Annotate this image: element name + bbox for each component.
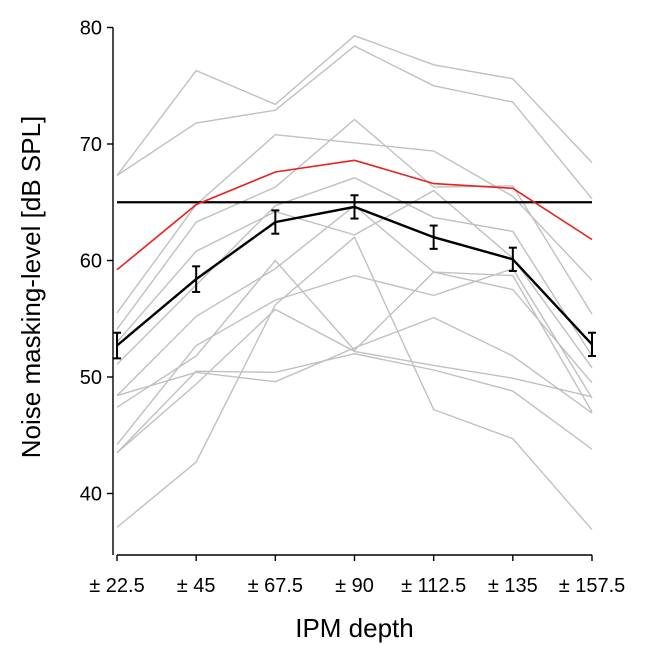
x-tick-label: ± 112.5	[401, 575, 466, 597]
y-axis-title: Noise masking-level [dB SPL]	[16, 116, 46, 458]
individual-line-9	[116, 267, 593, 446]
x-tick-label: ± 45	[177, 575, 216, 597]
y-tick-label: 40	[80, 484, 102, 506]
individual-line-8	[116, 259, 593, 413]
y-tick-label: 50	[80, 367, 102, 389]
individual-line-4	[116, 118, 593, 330]
x-tick-label: ± 22.5	[89, 575, 144, 597]
x-tick-label: ± 157.5	[559, 575, 626, 597]
individual-line-1	[116, 34, 593, 176]
error-bars	[113, 194, 596, 360]
y-tick-label: 70	[80, 134, 102, 156]
individual-lines	[116, 34, 593, 531]
y-tick-label: 60	[80, 251, 102, 273]
y-tick-label: 80	[80, 18, 102, 40]
x-axis: ± 22.5 ± 45 ± 67.5 ± 90 ± 112.5 ± 135 ± 157.5	[89, 554, 626, 597]
individual-line-12	[116, 236, 593, 531]
x-axis-title: IPM depth	[295, 613, 414, 643]
individual-line-10	[116, 316, 593, 414]
x-tick-label: ± 135	[488, 575, 538, 597]
y-axis: 40 50 60 70 80	[80, 18, 114, 555]
individual-line-13	[116, 352, 593, 454]
x-tick-label: ± 90	[335, 575, 374, 597]
x-tick-label: ± 67.5	[248, 575, 303, 597]
individual-line-11	[116, 308, 593, 454]
series-line-1	[116, 159, 593, 271]
individual-line-2	[116, 45, 593, 200]
series-lines	[116, 159, 593, 347]
